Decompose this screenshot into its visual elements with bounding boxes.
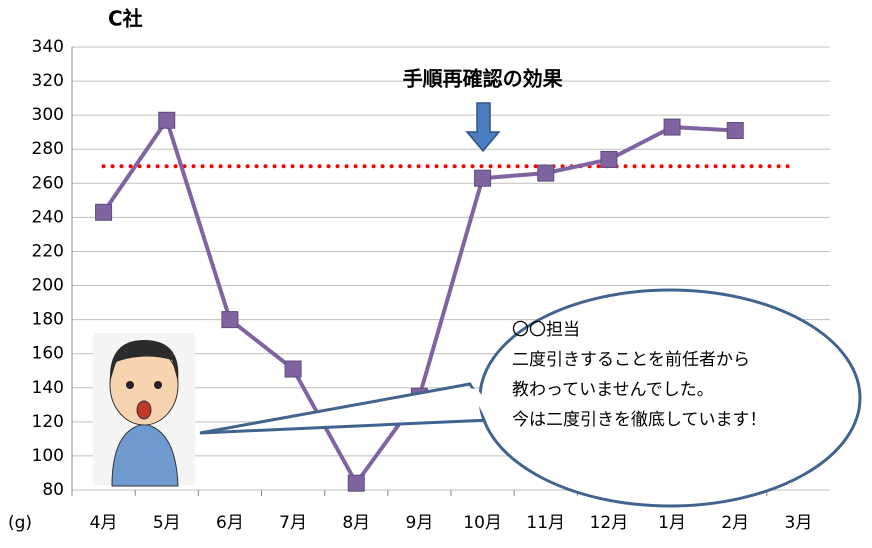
y-unit: (g)	[8, 513, 32, 533]
person-eye	[126, 381, 134, 389]
y-tick-label: 120	[32, 412, 64, 432]
callout-text: 今は二度引きを徹底しています！	[512, 410, 767, 430]
marker	[537, 164, 555, 182]
callout-text: 〇〇担当	[512, 320, 580, 340]
overlay	[93, 102, 862, 508]
x-tick-label: 12月	[590, 513, 629, 533]
marker	[663, 118, 681, 136]
x-tick-label: 3月	[785, 513, 813, 533]
annotation: 手順再確認の効果	[403, 67, 563, 91]
x-tick-label: 8月	[342, 513, 370, 533]
marker	[474, 169, 492, 187]
marker	[158, 111, 176, 129]
annotation-arrow	[465, 102, 501, 153]
y-tick-label: 280	[32, 139, 64, 159]
x-tick-label: 7月	[279, 513, 307, 533]
y-tick-label: 260	[32, 173, 64, 193]
x-tick-label: 9月	[406, 513, 434, 533]
y-tick-label: 180	[32, 310, 64, 330]
y-tick-label: 220	[32, 241, 64, 261]
y-tick-label: 80	[42, 480, 64, 500]
y-tick-label: 200	[32, 276, 64, 296]
x-tick-label: 5月	[153, 513, 181, 533]
x-tick-label: 10月	[463, 513, 502, 533]
y-tick-label: 320	[32, 71, 64, 91]
marker	[95, 203, 113, 221]
marker	[347, 474, 365, 492]
y-tick-label: 300	[32, 105, 64, 125]
marker	[600, 150, 618, 168]
x-tick-label: 4月	[90, 513, 118, 533]
x-tick-label: 1月	[658, 513, 686, 533]
person-mouth	[136, 400, 152, 420]
marker	[284, 360, 302, 378]
person-eye	[154, 381, 162, 389]
y-tick-label: 100	[32, 446, 64, 466]
x-tick-label: 6月	[216, 513, 244, 533]
marker	[726, 121, 744, 139]
person-hair	[109, 340, 179, 382]
x-tick-label: 11月	[526, 513, 565, 533]
y-tick-label: 340	[32, 37, 64, 57]
callout-join	[470, 388, 495, 418]
callout-text: 二度引きすることを前任者から	[512, 350, 750, 370]
callout-text: 教わっていませんでした。	[512, 380, 714, 400]
chart-title: C社	[108, 7, 143, 31]
callout-tail	[199, 382, 493, 435]
marker	[221, 311, 239, 329]
y-tick-label: 140	[32, 378, 64, 398]
y-tick-label: 160	[32, 344, 64, 364]
y-tick-label: 240	[32, 207, 64, 227]
x-tick-label: 2月	[721, 513, 749, 533]
